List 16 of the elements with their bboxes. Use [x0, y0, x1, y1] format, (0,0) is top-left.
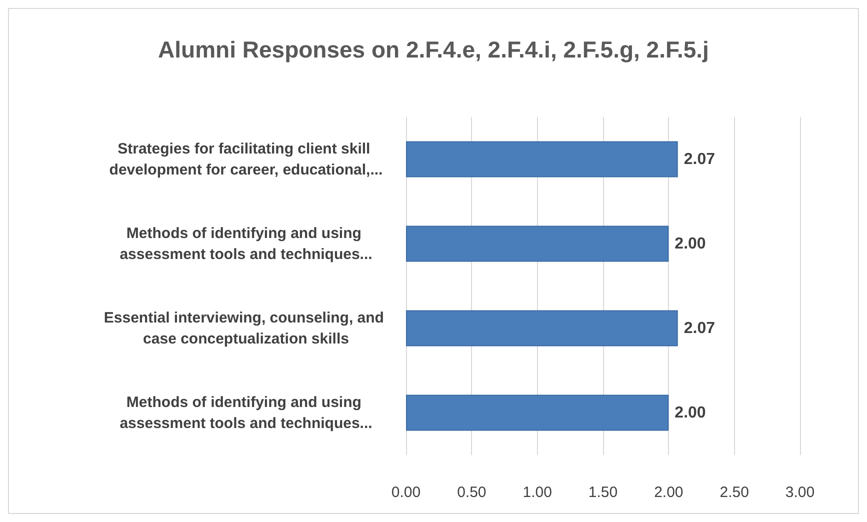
- x-tick-label: 2.00: [654, 484, 684, 501]
- x-tick-label: 2.50: [720, 484, 749, 501]
- y-tick-label: Methods of identifying and using assessment tools and techniques...: [120, 394, 372, 432]
- y-tick-label: Essential interviewing, counseling, and case conceptualization skills: [104, 309, 388, 348]
- x-tick-label: 1.00: [522, 484, 552, 501]
- data-label: 2.00: [674, 235, 706, 252]
- data-label: 2.07: [684, 320, 716, 337]
- x-tick-label: 1.50: [588, 484, 618, 501]
- data-label: 2.00: [674, 404, 706, 422]
- y-tick-label: Methods of identifying and using assessment tools and techniques...: [120, 224, 372, 263]
- x-tick-label: 3.00: [785, 484, 815, 501]
- y-tick-label: Strategies for facilitating client skill development for career, educational,...: [109, 140, 383, 178]
- x-tick-label: 0.50: [457, 484, 486, 501]
- x-tick-label: 0.00: [391, 484, 421, 501]
- chart-title: Alumni Responses on 2.F.4.e, 2.F.4.i, 2.F.5.g, 2.F.5.j: [158, 36, 709, 62]
- data-label: 2.07: [684, 150, 716, 168]
